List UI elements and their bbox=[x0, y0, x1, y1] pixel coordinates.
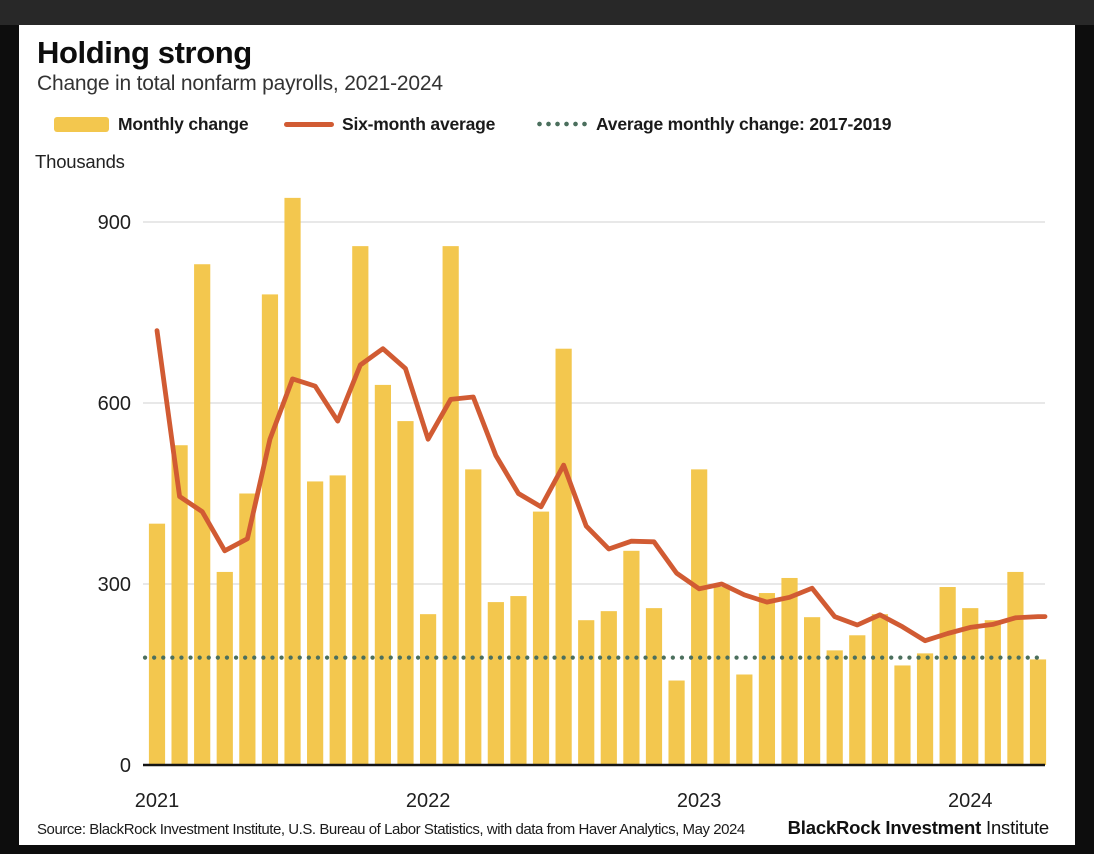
legend-item-six-month-average: Six-month average bbox=[284, 109, 495, 139]
bar-May 2023 bbox=[781, 577, 798, 765]
legend-swatch-average-monthly-change-icon bbox=[535, 121, 587, 127]
bar-Jan 2023 bbox=[691, 469, 708, 765]
legend-item-average-monthly-change: Average monthly change: 2017-2019 bbox=[535, 109, 891, 139]
bars-monthly-change bbox=[148, 197, 1047, 766]
gridlines bbox=[143, 221, 1045, 585]
chart-card: Holding strong Change in total nonfarm p… bbox=[19, 25, 1075, 845]
brand-part-blackrock: BlackRock bbox=[787, 817, 886, 838]
bar-Apr 2024 bbox=[1029, 659, 1047, 765]
bar-Jan 2024 bbox=[962, 608, 979, 765]
svg-text:2022: 2022 bbox=[406, 790, 451, 812]
bar-Mar 2022 bbox=[465, 469, 482, 765]
bar-Feb 2022 bbox=[442, 246, 459, 766]
source-attribution: Source: BlackRock Investment Institute, … bbox=[37, 821, 745, 838]
bar-May 2021 bbox=[239, 493, 256, 765]
bar-Oct 2022 bbox=[623, 550, 640, 765]
svg-text:2023: 2023 bbox=[677, 790, 722, 812]
legend: Monthly change Six-month average Average… bbox=[19, 109, 1075, 139]
bar-Mar 2024 bbox=[1007, 571, 1024, 765]
bar-Dec 2022 bbox=[668, 680, 685, 765]
svg-text:600: 600 bbox=[98, 393, 131, 415]
svg-text:300: 300 bbox=[98, 574, 131, 596]
bar-Sep 2023 bbox=[871, 614, 888, 765]
y-axis-labels: 0 300 600 900 bbox=[98, 212, 131, 777]
bar-Aug 2022 bbox=[578, 620, 595, 765]
bar-Nov 2022 bbox=[645, 608, 663, 765]
bar-Feb 2021 bbox=[171, 445, 188, 765]
payrolls-chart: 0 300 600 900 2021 2022 2023 2024 bbox=[98, 197, 1048, 812]
bar-Aug 2023 bbox=[849, 635, 866, 765]
bar-Feb 2023 bbox=[713, 587, 730, 765]
bar-Feb 2024 bbox=[984, 620, 1001, 765]
x-axis-labels: 2021 2022 2023 2024 bbox=[135, 790, 993, 812]
bar-Jun 2021 bbox=[261, 294, 279, 765]
bar-Jun 2022 bbox=[532, 511, 550, 765]
svg-text:0: 0 bbox=[120, 755, 131, 777]
bar-Nov 2023 bbox=[916, 653, 934, 765]
bar-Jul 2023 bbox=[826, 650, 843, 765]
legend-label-six-month-average: Six-month average bbox=[342, 113, 496, 134]
bar-Sep 2021 bbox=[329, 475, 346, 765]
bar-Dec 2021 bbox=[397, 421, 414, 765]
bar-Aug 2021 bbox=[307, 481, 324, 765]
bar-Dec 2023 bbox=[939, 587, 956, 765]
bar-May 2022 bbox=[510, 596, 527, 765]
svg-text:2024: 2024 bbox=[948, 790, 993, 812]
bar-Apr 2021 bbox=[216, 571, 233, 765]
bar-Jun 2023 bbox=[804, 617, 821, 765]
bar-Sep 2022 bbox=[600, 611, 617, 765]
bar-Jan 2022 bbox=[419, 614, 437, 765]
bar-Apr 2023 bbox=[758, 593, 776, 765]
svg-text:2021: 2021 bbox=[135, 790, 180, 812]
bar-Jul 2021 bbox=[284, 197, 301, 765]
legend-label-average-monthly-change: Average monthly change: 2017-2019 bbox=[596, 113, 892, 134]
legend-item-monthly-change: Monthly change bbox=[54, 109, 249, 139]
legend-swatch-six-month-average-icon bbox=[284, 121, 334, 127]
brand-part-investment: Investment bbox=[885, 817, 982, 838]
blackrock-brand: BlackRock Investment Institute bbox=[787, 817, 1050, 839]
legend-label-monthly-change: Monthly change bbox=[118, 113, 249, 134]
bar-Apr 2022 bbox=[487, 602, 504, 765]
legend-swatch-monthly-change-icon bbox=[54, 116, 109, 132]
bar-Oct 2023 bbox=[894, 665, 911, 765]
bar-Nov 2021 bbox=[374, 384, 391, 765]
bar-Oct 2021 bbox=[352, 246, 369, 766]
chart-subtitle: Change in total nonfarm payrolls, 2021-2… bbox=[37, 72, 443, 95]
bar-Jul 2022 bbox=[555, 348, 572, 765]
chart-title: Holding strong bbox=[37, 35, 252, 70]
brand-part-institute: Institute bbox=[981, 817, 1049, 838]
bar-Jan 2021 bbox=[148, 523, 166, 765]
svg-text:900: 900 bbox=[98, 212, 131, 234]
six-month-average-line bbox=[154, 328, 1048, 644]
bar-Mar 2023 bbox=[736, 674, 753, 765]
y-axis-unit-label: Thousands bbox=[35, 151, 125, 172]
window-top-bar bbox=[0, 0, 1094, 25]
